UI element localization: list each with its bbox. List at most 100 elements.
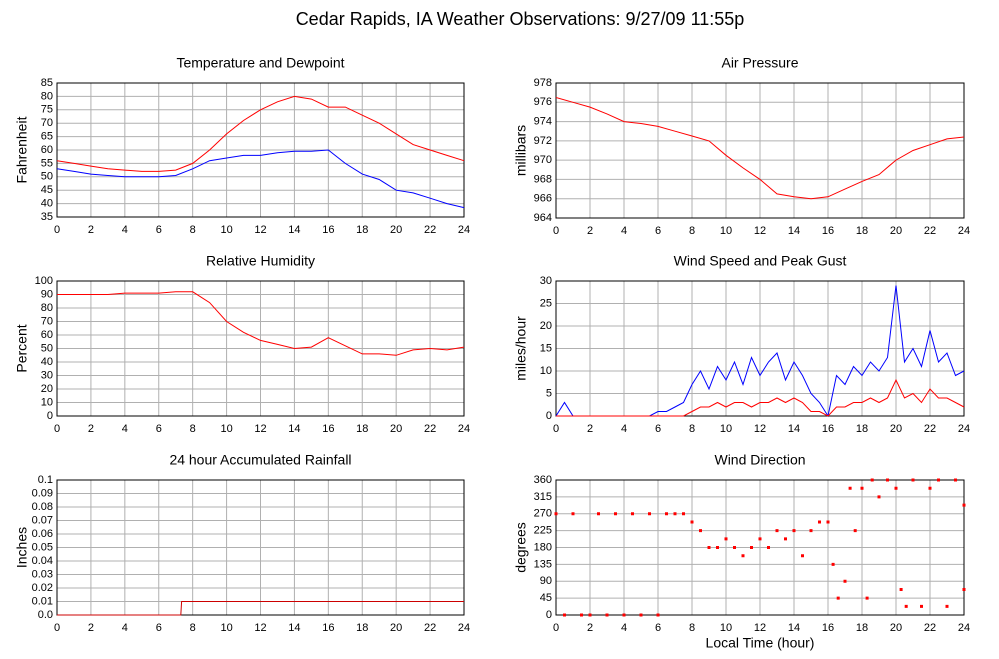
y-tick-label: 974 (534, 115, 552, 127)
data-point (631, 512, 634, 516)
y-tick-label: 50 (41, 342, 53, 354)
data-point (937, 478, 940, 482)
y-tick-label: 90 (540, 575, 552, 587)
y-tick-label: 10 (540, 365, 552, 377)
x-tick-label: 14 (288, 224, 300, 236)
y-tick-label: 0.0 (38, 609, 53, 621)
data-line (555, 97, 965, 200)
data-point (707, 546, 711, 549)
x-tick-label: 4 (122, 224, 128, 236)
x-tick-label: 6 (156, 423, 162, 435)
x-tick-label: 4 (621, 225, 627, 237)
y-tick-label: 60 (41, 329, 53, 341)
data-point (928, 486, 932, 490)
x-tick-label: 22 (924, 622, 936, 634)
y-axis-label: degrees (513, 522, 529, 573)
x-tick-label: 16 (822, 622, 834, 634)
data-point (665, 512, 668, 516)
data-point (818, 520, 821, 524)
data-line (57, 291, 465, 356)
y-axis-label: Inches (14, 527, 30, 568)
x-tick-label: 16 (822, 423, 834, 435)
y-tick-label: 70 (41, 315, 53, 327)
x-tick-label: 20 (390, 224, 402, 236)
y-axis-label: Fahrenheit (14, 116, 30, 183)
data-point (865, 596, 869, 600)
y-tick-label: 270 (534, 508, 552, 520)
data-point (775, 529, 779, 533)
data-point (911, 478, 915, 482)
x-tick-label: 24 (958, 622, 970, 634)
y-tick-label: 964 (534, 212, 552, 224)
panel-title: Wind Speed and Peak Gust (674, 253, 847, 269)
data-point (886, 478, 889, 482)
y-tick-label: 15 (540, 342, 552, 354)
y-tick-label: 20 (540, 320, 552, 332)
y-tick-label: 0.06 (32, 528, 53, 540)
data-point (809, 529, 813, 533)
y-tick-label: 970 (534, 154, 552, 166)
x-tick-label: 22 (424, 224, 436, 236)
y-tick-label: 978 (534, 77, 552, 89)
data-point (571, 512, 575, 516)
y-tick-label: 75 (41, 104, 53, 116)
y-tick-label: 0.02 (32, 582, 53, 594)
y-tick-label: 35 (41, 211, 53, 223)
y-tick-label: 45 (41, 184, 53, 196)
y-tick-label: 360 (534, 474, 552, 486)
x-tick-label: 10 (220, 224, 232, 236)
data-point (860, 486, 864, 490)
data-point (945, 604, 949, 608)
y-tick-label: 20 (41, 383, 53, 395)
x-tick-label: 0 (54, 622, 60, 634)
x-tick-label: 8 (190, 622, 196, 634)
data-point (750, 546, 753, 549)
x-tick-label: 6 (655, 423, 661, 435)
y-tick-label: 65 (41, 131, 53, 143)
x-tick-label: 24 (958, 423, 970, 435)
y-tick-label: 80 (41, 90, 53, 102)
x-tick-label: 0 (553, 225, 559, 237)
data-point (699, 529, 702, 533)
data-point (899, 588, 903, 591)
y-tick-label: 972 (534, 135, 552, 147)
x-tick-label: 14 (788, 622, 800, 634)
x-tick-label: 12 (754, 622, 766, 634)
data-line (556, 378, 965, 417)
data-point (648, 512, 651, 516)
y-tick-label: 10 (41, 396, 53, 408)
x-tick-label: 24 (458, 423, 470, 435)
plot-frame (555, 82, 965, 219)
data-point (954, 478, 957, 482)
data-point (724, 537, 728, 541)
x-tick-label: 2 (88, 423, 94, 435)
y-tick-label: 30 (540, 275, 552, 287)
y-tick-label: 0 (546, 410, 552, 422)
y-tick-label: 25 (540, 297, 552, 309)
x-tick-label: 6 (156, 622, 162, 634)
data-point (690, 520, 694, 524)
y-tick-label: 70 (41, 117, 53, 129)
data-point (826, 520, 830, 524)
y-tick-label: 968 (534, 173, 552, 185)
y-tick-label: 0.05 (32, 541, 53, 553)
x-tick-label: 12 (754, 225, 766, 237)
data-point (962, 588, 966, 591)
x-tick-label: 4 (621, 423, 627, 435)
y-tick-label: 5 (546, 387, 552, 399)
x-tick-label: 18 (856, 622, 868, 634)
data-point (853, 529, 857, 533)
y-tick-label: 0.03 (32, 568, 53, 580)
x-tick-label: 12 (254, 423, 266, 435)
data-point (758, 537, 762, 541)
x-tick-label: 2 (88, 622, 94, 634)
y-tick-label: 225 (534, 525, 552, 537)
x-tick-label: 0 (54, 423, 60, 435)
data-point (784, 537, 787, 541)
x-tick-label: 20 (390, 423, 402, 435)
x-tick-label: 14 (288, 423, 300, 435)
x-tick-label: 18 (356, 224, 368, 236)
x-tick-label: 4 (621, 622, 627, 634)
data-point (673, 512, 677, 516)
x-tick-label: 8 (190, 423, 196, 435)
